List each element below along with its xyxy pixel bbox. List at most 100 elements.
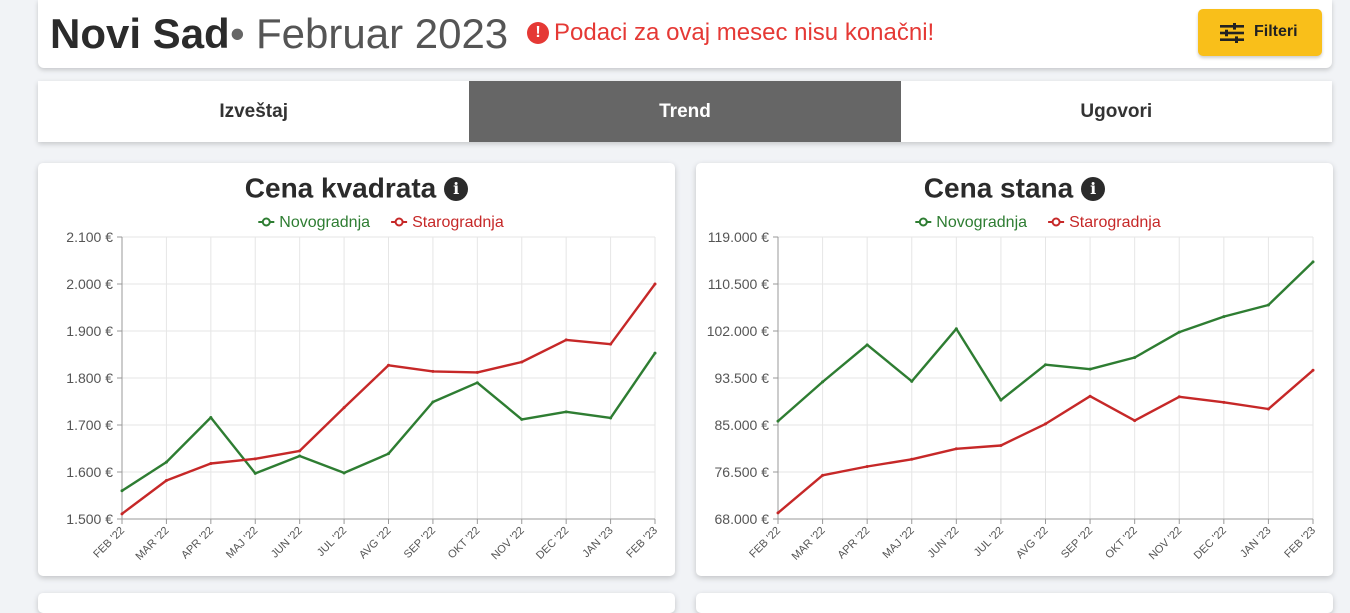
x-tick-label: AVG '22 [357, 525, 394, 562]
y-tick-label: 119.000 € [708, 229, 769, 245]
y-tick-label: 2.000 € [66, 276, 113, 292]
data-point [1044, 363, 1047, 367]
data-point [431, 400, 435, 404]
data-point [1311, 368, 1315, 372]
x-tick-label: JAN '23 [580, 525, 615, 560]
data-point [1133, 419, 1137, 423]
x-tick-label: APR '22 [179, 525, 216, 562]
data-point [910, 379, 914, 383]
data-point [653, 282, 657, 286]
data-point [1177, 330, 1181, 334]
legend-marker-dot [261, 217, 271, 227]
tab-trend[interactable]: Trend [469, 81, 901, 142]
y-tick-label: 1.800 € [66, 370, 113, 386]
data-point [1044, 422, 1047, 426]
data-point [821, 473, 825, 477]
data-point [164, 478, 168, 482]
data-point [431, 369, 435, 373]
data-point [475, 370, 479, 374]
x-tick-label: MAJ '22 [224, 525, 260, 561]
data-point [1133, 356, 1137, 360]
data-point [1266, 407, 1270, 411]
data-point [999, 398, 1003, 402]
data-point [387, 452, 390, 456]
data-point [999, 443, 1003, 447]
view-tabs: Izveštaj Trend Ugovori [38, 81, 1332, 142]
x-tick-label: DEC '22 [534, 525, 571, 562]
data-point [253, 457, 257, 461]
data-point [910, 457, 914, 461]
data-point [164, 460, 168, 464]
x-tick-label: MAR '22 [790, 525, 828, 563]
data-point [564, 338, 568, 342]
tab-ugovori[interactable]: Ugovori [1080, 100, 1153, 122]
chart-card-cena-kvadrata: 2.100 € 2.000 € 1.900 € 1.800 € 1.700 € 1.600… [38, 163, 675, 576]
y-tick-label: 1.600 € [66, 464, 113, 480]
period-label: Februar 2023 [256, 10, 509, 57]
data-point [475, 381, 479, 385]
data-point [865, 343, 869, 347]
y-tick-label: 1.700 € [66, 417, 113, 433]
x-tick-label: SEP '22 [402, 525, 438, 561]
next-card-partial [696, 593, 1333, 613]
y-tick-label: 110.500 € [708, 276, 769, 292]
x-tick-label: JUL '22 [315, 525, 349, 559]
data-point [1222, 315, 1226, 319]
data-point [954, 327, 958, 331]
y-tick-label: 93.500 € [715, 370, 770, 386]
data-point [342, 406, 346, 410]
y-tick-label: 102.000 € [707, 323, 769, 339]
x-tick-label: NOV '22 [489, 525, 527, 563]
legend-marker-dot [394, 217, 404, 227]
chart-title-text: Cena stana [923, 172, 1074, 204]
x-tick-label: SEP '22 [1059, 525, 1095, 561]
chart-title: Cena kvadrata i [38, 171, 675, 205]
data-point [1177, 395, 1181, 399]
x-tick-label: FEB '23 [1282, 525, 1318, 561]
x-tick-label: OKT '22 [1103, 525, 1140, 562]
alert-icon: ! [527, 22, 549, 44]
data-point [609, 416, 613, 420]
data-point [653, 351, 657, 355]
data-point [120, 489, 124, 493]
data-point [520, 360, 524, 364]
data-point [564, 410, 568, 414]
chart-card-cena-stana: 119.000 € 110.500 € 102.000 € 93.500 € 85.00… [696, 163, 1333, 576]
chart-legend: Novogradnja Starogradnja [258, 214, 504, 231]
chart-legend: Novogradnja Starogradnja [915, 214, 1161, 231]
data-point [342, 471, 346, 475]
legend-label: Starogradnja [1069, 214, 1161, 231]
x-tick-label: MAR '22 [133, 525, 171, 563]
x-tick-label: JAN '23 [1238, 525, 1273, 560]
info-icon[interactable]: i [1081, 176, 1106, 201]
legend-marker-dot [1051, 217, 1061, 227]
data-point [209, 415, 213, 419]
y-tick-label: 2.100 € [66, 229, 113, 245]
x-tick-label: FEB '22 [747, 525, 783, 561]
legend-label: Novogradnja [279, 214, 370, 231]
data-point [387, 363, 390, 367]
chart-cena-stana: 119.000 € 110.500 € 102.000 € 93.500 € 85.00… [707, 214, 1318, 563]
x-tick-label: JUN '22 [926, 525, 962, 561]
page-header: Novi Sad • Februar 2023 ! Podaci za ovaj… [38, 0, 1332, 68]
chart-title-text: Cena kvadrata [244, 172, 437, 204]
x-tick-label: DEC '22 [1192, 525, 1229, 562]
data-point [298, 449, 302, 453]
data-point [1088, 367, 1092, 371]
data-point [298, 454, 302, 458]
warning-message: Podaci za ovaj mesec nisu konačni! [554, 19, 935, 46]
data-point [520, 417, 524, 421]
info-icon[interactable]: i [444, 176, 469, 201]
data-point [865, 464, 869, 468]
legend-marker-dot [918, 217, 928, 227]
legend-label: Starogradnja [412, 214, 504, 231]
data-point [120, 512, 124, 516]
filters-button[interactable]: Filteri [1198, 9, 1322, 56]
title-separator: • [230, 10, 245, 57]
data-point [821, 380, 825, 384]
next-card-partial [38, 593, 675, 613]
y-tick-label: 76.500 € [715, 464, 770, 480]
tab-izvestaj[interactable]: Izveštaj [219, 100, 288, 122]
x-tick-label: APR '22 [836, 525, 873, 562]
data-point [609, 342, 613, 346]
